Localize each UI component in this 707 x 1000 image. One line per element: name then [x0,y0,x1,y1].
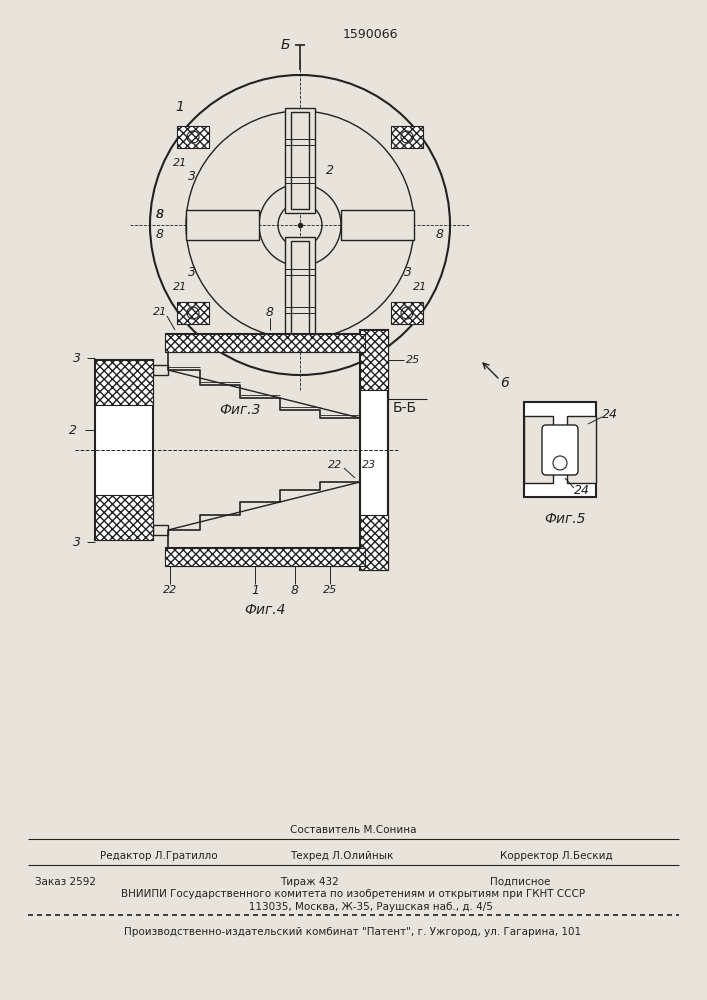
Text: Заказ 2592: Заказ 2592 [35,877,96,887]
Text: 1590066: 1590066 [342,28,398,41]
Text: Корректор Л.Бескид: Корректор Л.Бескид [500,851,613,861]
Bar [360,330,388,390]
Bar [165,334,365,352]
Text: 24: 24 [574,484,590,496]
Text: 3: 3 [73,352,81,364]
Bar [291,241,309,338]
Text: Б: Б [280,38,290,52]
Bar [186,210,259,240]
Bar [391,126,423,148]
Text: Фиг.3: Фиг.3 [219,403,261,417]
Bar [524,402,596,497]
Text: 3: 3 [188,266,196,279]
Bar [95,360,153,405]
Text: 8: 8 [291,584,299,596]
Text: 24: 24 [602,408,618,422]
Bar [567,416,596,483]
Text: 8: 8 [266,306,274,318]
Text: Составитель М.Сонина: Составитель М.Сонина [290,825,416,835]
Text: 8: 8 [156,209,164,222]
Text: 1: 1 [251,584,259,596]
Text: Подписное: Подписное [490,877,550,887]
Text: 1: 1 [175,100,185,114]
Bar [95,360,153,540]
Text: 3: 3 [404,266,412,279]
Bar [524,416,553,483]
Text: Редактор Л.Гратилло: Редактор Л.Гратилло [100,851,218,861]
Text: 25: 25 [406,355,420,365]
Text: 3: 3 [188,170,196,184]
Bar [165,548,365,566]
Bar [360,515,388,570]
Text: Фиг.5: Фиг.5 [544,512,586,526]
Text: ВНИИПИ Государственного комитета по изобретениям и открытиям при ГКНТ СССР: ВНИИПИ Государственного комитета по изоб… [121,889,585,899]
Bar [95,495,153,540]
Text: Фиг.4: Фиг.4 [244,603,286,617]
Text: Техред Л.Олийнык: Техред Л.Олийнык [290,851,393,861]
Text: 2: 2 [326,163,334,176]
Text: 6: 6 [501,376,510,390]
Text: 23: 23 [362,460,376,470]
FancyBboxPatch shape [542,425,578,475]
Text: 2: 2 [69,424,77,436]
Bar [285,108,315,213]
Bar [360,330,388,570]
Bar [153,525,168,535]
Text: 22: 22 [163,585,177,595]
Text: 8: 8 [156,209,164,222]
Text: 21: 21 [173,158,187,168]
Bar [285,237,315,342]
Bar [177,126,209,148]
Text: Производственно-издательский комбинат "Патент", г. Ужгород, ул. Гагарина, 101: Производственно-издательский комбинат "П… [124,927,582,937]
Bar [291,112,309,209]
Text: 8: 8 [156,229,164,241]
Text: 21: 21 [153,307,167,317]
Text: 21: 21 [413,282,427,292]
Bar [177,302,209,324]
Text: 8: 8 [436,229,444,241]
Text: 3: 3 [73,536,81,548]
Text: 113035, Москва, Ж-35, Раушская наб., д. 4/5: 113035, Москва, Ж-35, Раушская наб., д. … [213,902,493,912]
Text: 25: 25 [323,585,337,595]
Text: Б-Б: Б-Б [393,401,417,415]
Bar [153,365,168,375]
Text: 22: 22 [328,460,342,470]
Bar [391,302,423,324]
Bar [341,210,414,240]
Text: 21: 21 [173,282,187,292]
Text: Тираж 432: Тираж 432 [280,877,339,887]
